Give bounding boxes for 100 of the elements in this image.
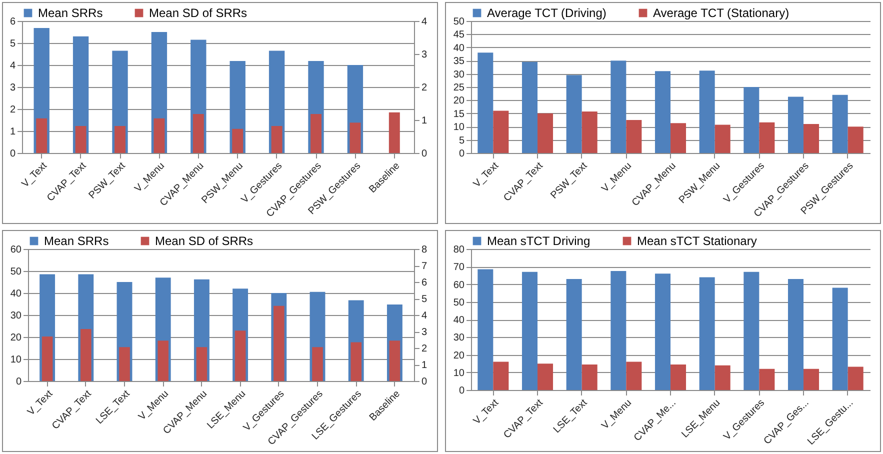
y-tick-label: 0	[458, 386, 465, 396]
y-tick-label: 60	[10, 244, 22, 256]
y2-tick-label: 4	[422, 310, 428, 322]
bar	[670, 123, 686, 153]
bar	[626, 362, 642, 390]
bar	[788, 278, 804, 390]
legend-label: Mean SRRs	[38, 6, 103, 20]
bar	[626, 120, 642, 153]
bar	[196, 347, 208, 381]
bar	[493, 110, 509, 153]
bar	[75, 126, 86, 153]
y2-tick-label: 4	[422, 16, 428, 28]
y-tick-label: 0	[16, 376, 22, 388]
bar	[714, 365, 730, 390]
y-tick-label: 25	[453, 82, 465, 94]
y-tick-label: 5	[458, 135, 465, 146]
bar	[804, 124, 820, 153]
y-tick-label: 45	[453, 30, 465, 41]
y-tick-label: 40	[453, 315, 465, 326]
bar	[493, 362, 509, 390]
y2-tick-label: 2	[422, 82, 428, 94]
y-tick-label: 50	[453, 16, 465, 28]
bar	[670, 364, 686, 390]
bar	[36, 118, 48, 153]
y-tick-label: 30	[10, 310, 22, 322]
y-tick-label: 30	[453, 332, 465, 344]
y-tick-label: 50	[10, 266, 22, 278]
bar	[699, 70, 715, 153]
y-tick-label: 40	[453, 42, 465, 54]
y-tick-label: 40	[10, 288, 22, 300]
y-tick-label: 0	[458, 148, 465, 160]
y-tick-label: 4	[10, 60, 16, 72]
bar	[80, 329, 92, 381]
bar	[582, 364, 598, 390]
y-tick-label: 0	[10, 148, 16, 160]
bar	[232, 128, 244, 153]
bar	[154, 118, 165, 153]
bar	[158, 340, 169, 381]
bar	[350, 122, 361, 153]
bar	[271, 126, 282, 153]
y2-tick-label: 5	[422, 294, 428, 305]
y-tick-label: 10	[453, 122, 465, 134]
legend-label: Average TCT (Driving)	[487, 6, 606, 20]
bar	[699, 277, 715, 390]
y-tick-label: 10	[10, 354, 22, 366]
y-tick-label: 2	[10, 104, 16, 116]
y2-tick-label: 0	[422, 148, 428, 160]
legend-label: Mean SD of SRRs	[149, 6, 248, 20]
bar	[310, 114, 322, 153]
bar	[566, 75, 582, 153]
bar	[312, 347, 323, 381]
y2-tick-label: 7	[422, 261, 428, 272]
bar	[759, 368, 775, 390]
bar	[192, 114, 204, 153]
y-tick-label: 20	[453, 350, 465, 362]
y2-tick-label: 3	[422, 327, 428, 338]
legend-label: Mean SRRs	[44, 234, 109, 248]
legend-label: Mean sTCT Stationary	[637, 234, 757, 248]
bar	[522, 62, 538, 153]
bar	[478, 269, 494, 390]
bar	[654, 274, 670, 390]
y-tick-label: 1	[10, 126, 16, 138]
bar	[538, 364, 554, 390]
y2-tick-label: 2	[422, 344, 428, 354]
bar	[832, 288, 848, 390]
bar	[788, 96, 804, 153]
legend-label: Mean sTCT Driving	[487, 234, 590, 248]
y-tick-label: 20	[10, 332, 22, 344]
y2-tick-label: 6	[422, 278, 428, 288]
bar	[566, 278, 582, 390]
bar	[389, 340, 400, 381]
y-tick-label: 50	[453, 297, 465, 308]
y-tick-label: 80	[453, 244, 465, 256]
legend-label: Average TCT (Stationary)	[653, 6, 790, 20]
bar	[388, 112, 400, 153]
y-tick-label: 35	[453, 56, 465, 68]
y-tick-label: 6	[10, 16, 16, 28]
bar	[114, 126, 126, 153]
y-tick-label: 3	[10, 82, 16, 94]
y2-tick-label: 1	[422, 116, 428, 126]
y2-tick-label: 3	[422, 50, 428, 60]
y-tick-label: 10	[453, 368, 465, 379]
legend-label: Mean SD of SRRs	[155, 234, 254, 248]
bar	[654, 71, 670, 153]
y-tick-label: 60	[453, 280, 465, 291]
bar	[744, 87, 760, 153]
y-tick-label: 30	[453, 69, 465, 80]
bar	[42, 336, 53, 381]
bar	[610, 60, 626, 153]
bar	[804, 368, 820, 390]
bar	[478, 52, 494, 153]
bar	[848, 366, 864, 390]
y-tick-label: 15	[453, 108, 465, 120]
bar	[832, 94, 848, 153]
bar	[119, 347, 130, 381]
bar	[610, 271, 626, 390]
y2-tick-label: 1	[422, 360, 428, 371]
bar	[714, 124, 730, 153]
bar	[582, 112, 598, 153]
bar	[848, 126, 864, 153]
